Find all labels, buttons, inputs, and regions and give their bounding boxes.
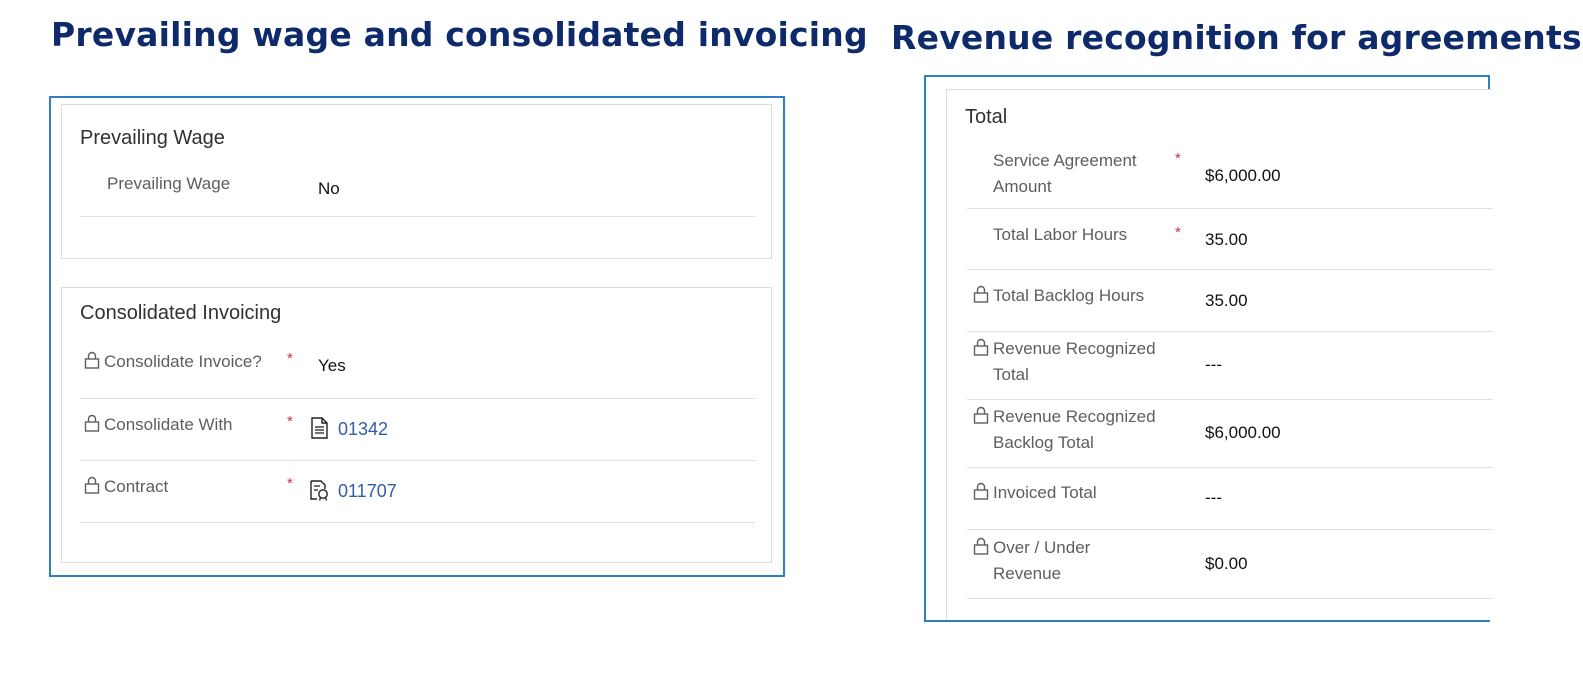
- field-label-total-backlog-hours: Total Backlog Hours: [993, 286, 1145, 305]
- prevailing-wage-section: Prevailing Wage Prevailing Wage No: [61, 104, 772, 259]
- heading-revenue-recognition: Revenue recognition for agreements: [891, 18, 1582, 57]
- field-value-invoiced-total: ---: [1205, 488, 1222, 507]
- field-value-consolidate-invoice[interactable]: Yes: [318, 356, 346, 375]
- field-value-revenue-recognized-backlog-total: $6,000.00: [1205, 423, 1281, 442]
- field-row-consolidate-invoice: Consolidate Invoice? * Yes: [80, 336, 755, 399]
- field-value-revenue-recognized-total: ---: [1205, 355, 1222, 374]
- field-label-over-under-revenue-line2: Revenue: [993, 564, 1062, 583]
- field-row-consolidate-with: Consolidate With * 01342: [80, 399, 755, 461]
- field-row-revenue-recognized-total: Revenue Recognized Total ---: [967, 332, 1493, 400]
- contract-icon: [310, 480, 328, 501]
- field-row-revenue-recognized-backlog-total: Revenue Recognized Backlog Total $6,000.0…: [967, 400, 1493, 468]
- lock-icon: [84, 414, 100, 432]
- lock-icon: [973, 537, 989, 555]
- field-label-revenue-recognized-backlog-total-line2: Backlog Total: [993, 433, 1094, 452]
- lock-icon: [973, 406, 989, 424]
- lock-icon: [973, 285, 989, 303]
- document-icon: [311, 417, 328, 439]
- field-label-consolidate-with: Consolidate With: [104, 415, 233, 434]
- field-label-revenue-recognized-total-line2: Total: [993, 365, 1029, 384]
- required-indicator: *: [1175, 150, 1181, 167]
- field-row-invoiced-total: Invoiced Total ---: [967, 468, 1493, 530]
- prevailing-wage-consolidated-invoicing-panel: Prevailing Wage Prevailing Wage No Conso…: [49, 96, 785, 577]
- total-section: Total Service Agreement Amount * $6,000.0…: [946, 89, 1493, 620]
- field-label-over-under-revenue-line1: Over / Under: [993, 538, 1091, 557]
- field-label-revenue-recognized-total-line1: Revenue Recognized: [993, 339, 1156, 358]
- contract-lookup[interactable]: 011707: [309, 479, 397, 502]
- field-label-invoiced-total: Invoiced Total: [993, 483, 1097, 502]
- field-label-revenue-recognized-backlog-total-line1: Revenue Recognized: [993, 407, 1156, 426]
- lock-icon: [973, 482, 989, 500]
- field-label-consolidate-invoice: Consolidate Invoice?: [104, 352, 262, 371]
- revenue-recognition-panel: Total Service Agreement Amount * $6,000.0…: [924, 75, 1493, 622]
- required-indicator: *: [1175, 224, 1181, 241]
- lock-icon: [973, 338, 989, 356]
- field-row-total-labor-hours: Total Labor Hours * 35.00: [967, 209, 1493, 270]
- section-title-total: Total: [965, 106, 1008, 128]
- field-value-service-agreement-amount[interactable]: $6,000.00: [1205, 166, 1281, 185]
- consolidate-with-link[interactable]: 01342: [338, 419, 389, 439]
- lock-icon: [84, 351, 100, 369]
- field-row-prevailing-wage: Prevailing Wage No: [80, 161, 755, 217]
- field-label-prevailing-wage: Prevailing Wage: [107, 174, 231, 193]
- heading-prevailing-wage-consolidated-invoicing: Prevailing wage and consolidated invoici…: [51, 15, 868, 54]
- lock-icon: [84, 476, 100, 494]
- section-title-prevailing-wage: Prevailing Wage: [80, 127, 225, 149]
- field-value-prevailing-wage[interactable]: No: [318, 179, 340, 198]
- field-label-service-agreement-amount: Service Agreement Amount: [993, 151, 1137, 196]
- field-row-over-under-revenue: Over / Under Revenue $0.00: [967, 530, 1493, 599]
- required-indicator: *: [287, 413, 293, 430]
- contract-link[interactable]: 011707: [338, 481, 397, 501]
- field-label-contract: Contract: [104, 477, 169, 496]
- field-value-total-labor-hours[interactable]: 35.00: [1205, 230, 1248, 249]
- section-title-consolidated-invoicing: Consolidated Invoicing: [80, 302, 282, 324]
- field-label-total-labor-hours: Total Labor Hours: [993, 225, 1128, 244]
- field-row-service-agreement-amount: Service Agreement Amount * $6,000.00: [967, 146, 1493, 209]
- required-indicator: *: [287, 350, 293, 367]
- consolidated-invoicing-section: Consolidated Invoicing Consolidate Invoi…: [61, 287, 772, 563]
- consolidate-with-lookup[interactable]: 01342: [309, 417, 388, 440]
- field-row-contract: Contract * 011707: [80, 461, 755, 523]
- required-indicator: *: [287, 475, 293, 492]
- field-row-total-backlog-hours: Total Backlog Hours 35.00: [967, 270, 1493, 332]
- field-value-over-under-revenue: $0.00: [1205, 554, 1248, 573]
- field-value-total-backlog-hours: 35.00: [1205, 291, 1248, 310]
